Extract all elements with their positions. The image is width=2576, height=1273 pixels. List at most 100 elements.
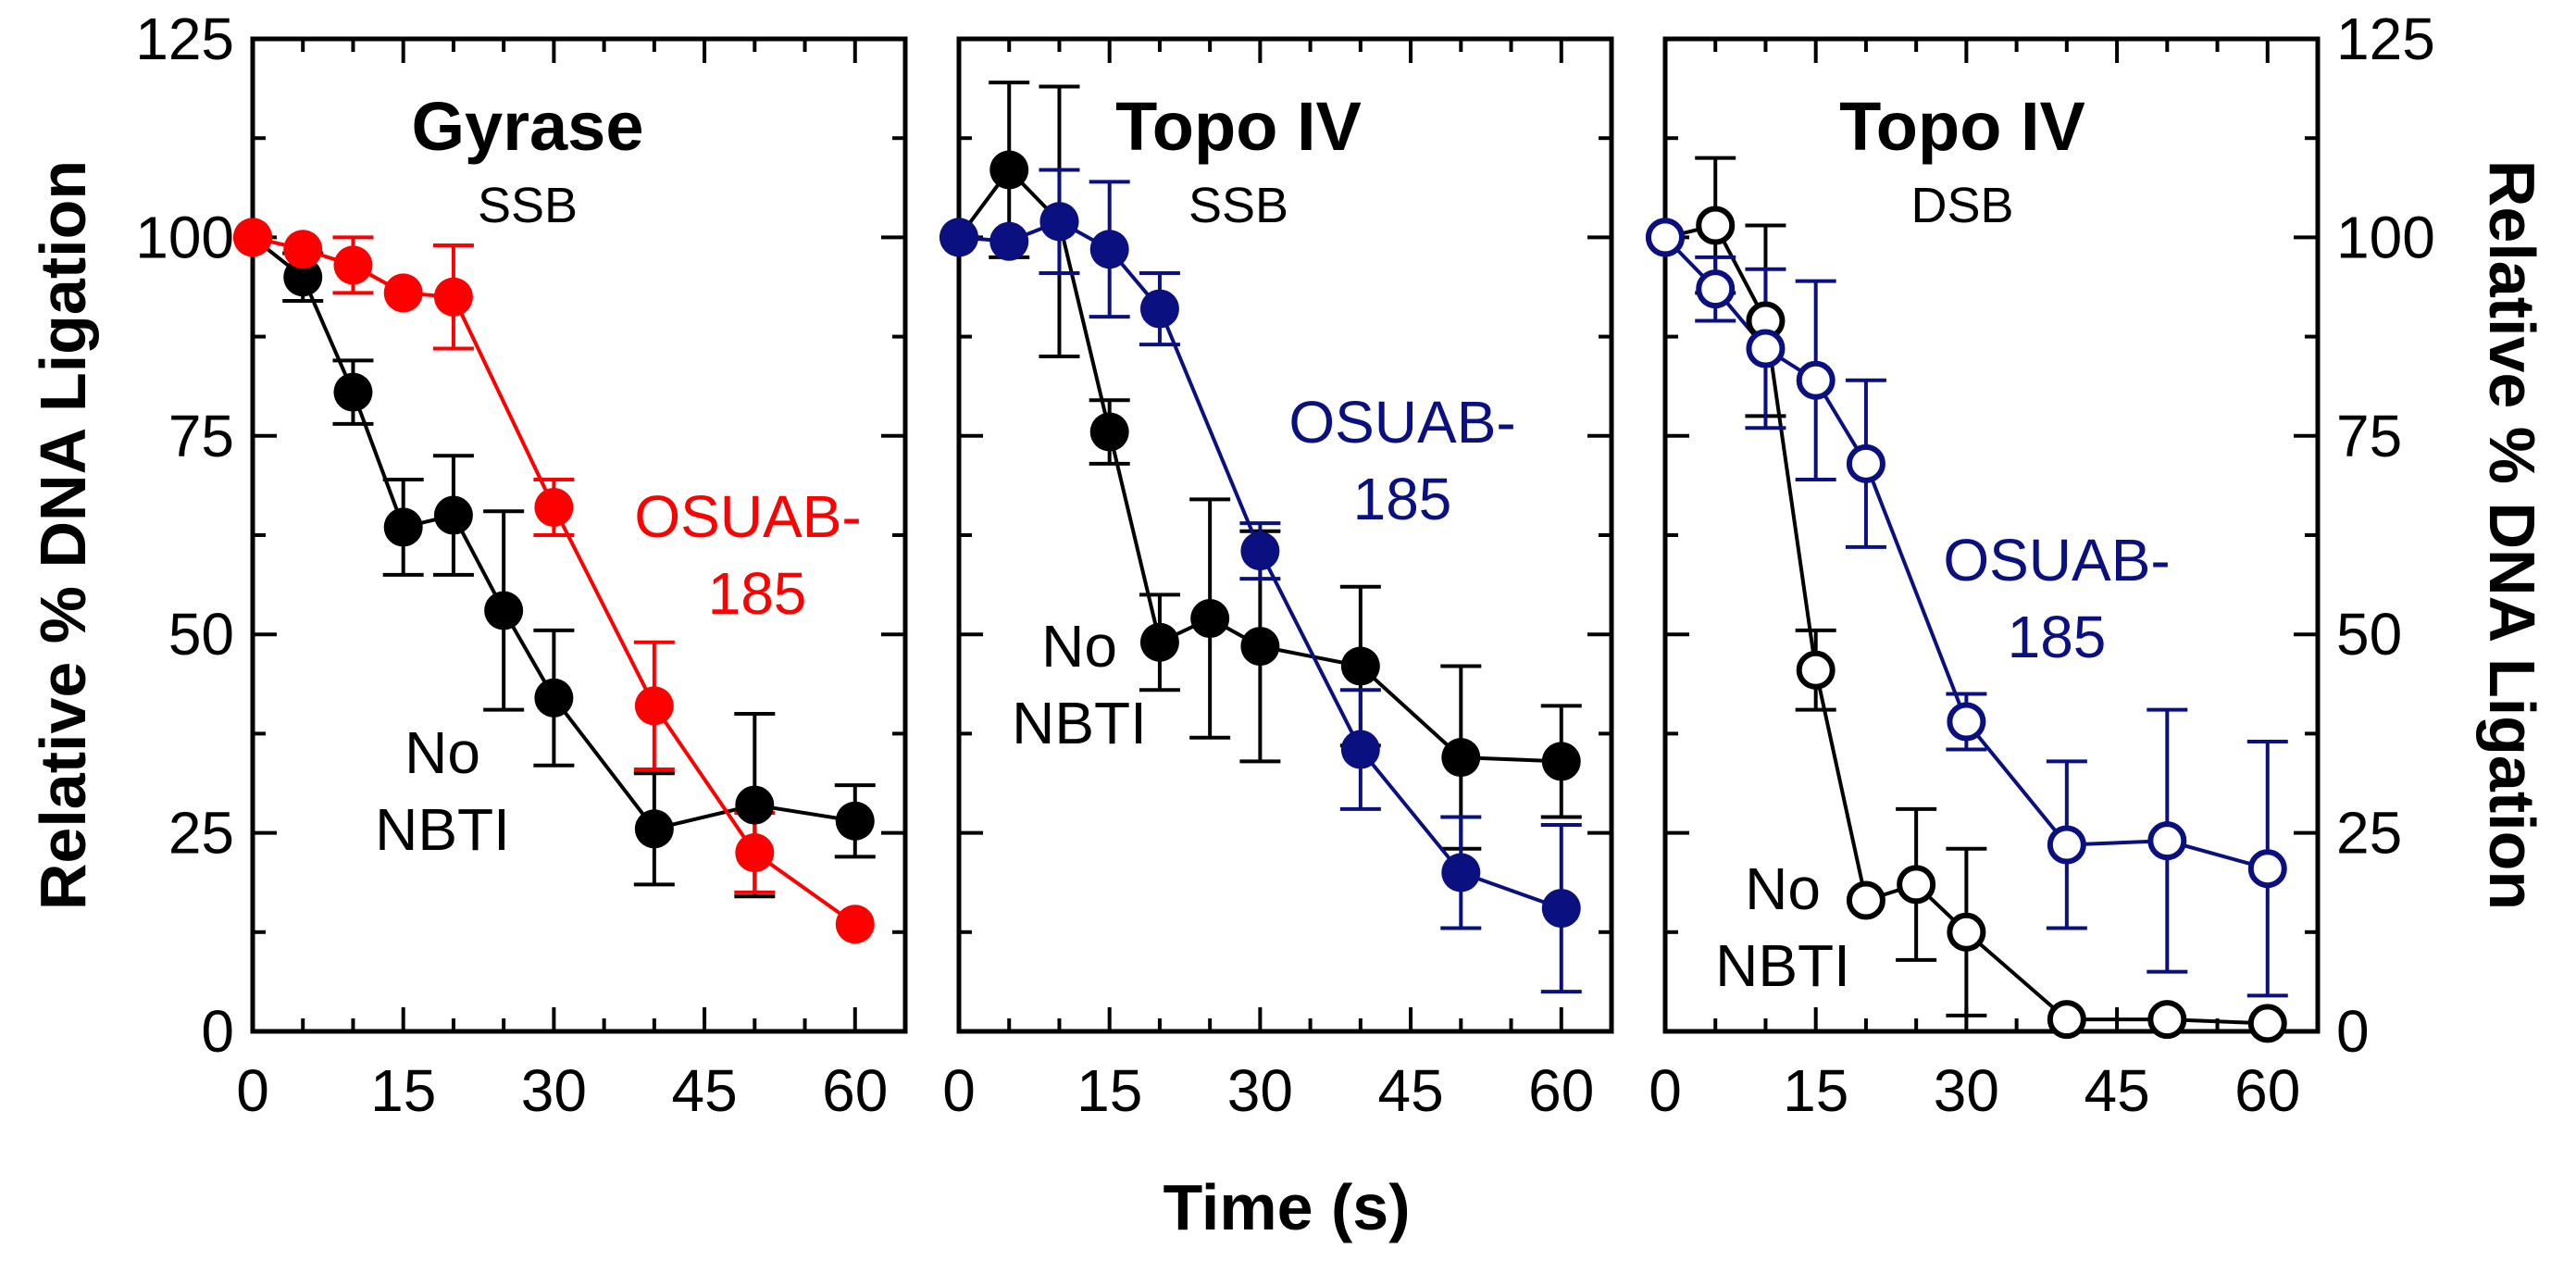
panel-3-no-nbti-point — [1696, 206, 1736, 245]
panel-1-no-nbti-point — [634, 809, 674, 849]
panel-1-no-nbti-point — [383, 507, 423, 547]
panel-3-no-nbti-point — [2047, 1000, 2086, 1040]
panel-3-no-nbti-label-line1: No — [1745, 855, 1821, 922]
panel-1-no-nbti-point — [333, 372, 373, 412]
panel-2-osuab-185-point — [1139, 289, 1179, 329]
panel-1-osuab-185-point — [283, 230, 323, 269]
panel-1-no-nbti-point — [283, 257, 323, 297]
panel-1-no-nbti-label-line2: NBTI — [375, 796, 510, 863]
panel-2-no-nbti-line — [957, 167, 1562, 764]
panel-3-x-tick-label: 45 — [2084, 1057, 2149, 1124]
panel-1-no-nbti-point — [484, 591, 524, 630]
panel-3-x-tick-label: 0 — [1649, 1057, 1682, 1124]
panel-1-x-tick-label: 15 — [370, 1057, 436, 1124]
panel-2-osuab-185-point — [1240, 531, 1280, 571]
panel-2-no-nbti-point — [1441, 738, 1481, 778]
panel-1-osuab-label-line2: 185 — [708, 560, 807, 627]
panel-2-subtitle: SSB — [1188, 178, 1288, 233]
panel-1-osuab-185-point — [383, 273, 423, 313]
panel-1-x-tick-label: 30 — [521, 1057, 587, 1124]
right-y-tick-label: 25 — [2336, 800, 2402, 867]
right-y-tick-label: 125 — [2336, 6, 2435, 72]
panel-2-no-nbti-point — [1541, 742, 1581, 781]
panel-1-osuab-185-point — [534, 487, 574, 527]
panel-3-no-nbti-point — [1846, 880, 1885, 920]
panel-2-no-nbti-label-line2: NBTI — [1012, 690, 1147, 756]
panel-2-x-tick-label: 30 — [1227, 1057, 1293, 1124]
panel-2-no-nbti-point — [1089, 412, 1129, 452]
panel-1-osuab-185-point — [233, 218, 272, 257]
panel-3-osuab-label-line1: OSUAB- — [1943, 527, 2170, 593]
panel-3-osuab-185-point — [1846, 443, 1885, 483]
panel-1-no-nbti-line — [251, 235, 856, 831]
panel-3-osuab-185-point — [2047, 825, 2086, 865]
right-y-tick-label: 75 — [2336, 403, 2402, 469]
panel-1-no-nbti-point — [735, 785, 775, 825]
panel-3-x-tick-label: 60 — [2234, 1057, 2300, 1124]
panel-3-no-nbti-point — [2147, 1000, 2187, 1040]
panel-3-osuab-label-line2: 185 — [2008, 604, 2107, 670]
panel-3-subtitle: DSB — [1910, 178, 2013, 233]
panel-2-osuab-185-point — [989, 221, 1029, 261]
panel-2-osuab-185-point — [1441, 853, 1481, 892]
panel-2-osuab-185-point — [940, 218, 978, 257]
left-y-tick-label: 0 — [201, 998, 234, 1065]
right-y-tick-label: 50 — [2336, 601, 2402, 668]
panel-1-x-tick-label: 45 — [671, 1057, 737, 1124]
panel-3-no-nbti-point — [2247, 1004, 2287, 1043]
left-y-tick-label: 100 — [135, 204, 234, 270]
x-axis-title: Time (s) — [1163, 1171, 1410, 1243]
panel-3-x-tick-label: 30 — [1934, 1057, 1999, 1124]
panel-3-osuab-185-point — [2247, 849, 2287, 889]
right-y-tick-label: 0 — [2336, 998, 2370, 1065]
panel-1-osuab-185-point — [333, 245, 373, 285]
panel-2-no-nbti-point — [1139, 622, 1179, 662]
panel-2-osuab-185-point — [1541, 889, 1581, 929]
panel-3-osuab-185-point — [1947, 702, 1986, 742]
panel-2-no-nbti-point — [1340, 646, 1380, 686]
panel-3-osuab-185-point — [1746, 329, 1786, 368]
panel-2-osuab-label-line2: 185 — [1353, 466, 1452, 532]
panel-2-x-tick-label: 60 — [1528, 1057, 1594, 1124]
left-y-tick-label: 25 — [168, 800, 234, 867]
panel-2-osuab-label-line1: OSUAB- — [1288, 389, 1515, 456]
panel-3-osuab-185-point — [1796, 360, 1836, 400]
right-y-tick-label: 100 — [2336, 204, 2435, 270]
panel-2-osuab-185-point — [1089, 230, 1129, 269]
y-axis-title-left: Relative % DNA Ligation — [27, 160, 99, 910]
panel-3-no-nbti-point — [1947, 912, 1986, 952]
panel-2-osuab-185-point — [1340, 730, 1380, 769]
panel-1-no-nbti-point — [433, 495, 473, 535]
panel-3-no-nbti-line — [1664, 223, 2268, 1026]
panel-2-no-nbti-point — [989, 150, 1029, 190]
panel-1-x-tick-label: 60 — [822, 1057, 888, 1124]
panel-2-no-nbti-point — [1240, 627, 1280, 667]
panel-3-no-nbti-point — [1897, 865, 1936, 905]
panel-1-x-tick-label: 0 — [236, 1057, 269, 1124]
panel-2-x-tick-label: 15 — [1076, 1057, 1142, 1124]
panel-2-x-tick-label: 45 — [1377, 1057, 1443, 1124]
panel-3-osuab-185-point — [1696, 269, 1736, 309]
panel-1-osuab-185-point — [634, 686, 674, 726]
panel-1-osuab-185-point — [835, 905, 875, 944]
panel-1-title: Gyrase — [412, 88, 644, 165]
chart-marks: 0 15 30 45 60 0 25 50 75 100 125 0 15 30 45 60 0 15 30 45 60… — [135, 6, 2435, 1124]
panel-1-no-nbti-point — [835, 801, 875, 841]
left-y-tick-label: 75 — [168, 403, 234, 469]
panel-3-title: Topo IV — [1839, 88, 2085, 165]
panel-2-no-nbti-label-line1: No — [1041, 613, 1117, 680]
panel-2-title: Topo IV — [1115, 88, 1362, 165]
panel-3-no-nbti-label-line2: NBTI — [1715, 932, 1850, 999]
panel-2-no-nbti-point — [1190, 599, 1230, 639]
panel-1-subtitle: SSB — [478, 178, 578, 233]
panel-2-osuab-185-point — [1039, 202, 1079, 242]
panel-2-x-tick-label: 0 — [942, 1057, 976, 1124]
panel-1-no-nbti-point — [534, 678, 574, 718]
panel-3-x-tick-label: 15 — [1783, 1057, 1848, 1124]
panel-3-osuab-185-point — [2147, 821, 2187, 861]
panel-3-no-nbti-point — [1796, 650, 1836, 690]
left-y-tick-label: 125 — [135, 6, 234, 72]
left-y-tick-label: 50 — [168, 601, 234, 668]
panel-1-no-nbti-label-line1: No — [404, 719, 480, 786]
